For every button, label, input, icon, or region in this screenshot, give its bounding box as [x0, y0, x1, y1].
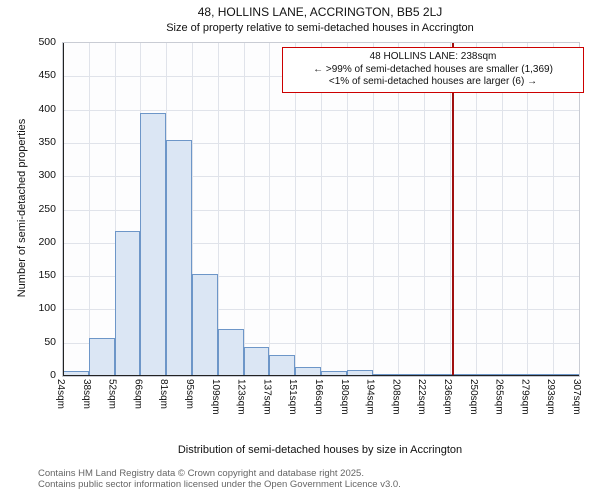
- annotation-line-2: ← >99% of semi-detached houses are small…: [313, 63, 553, 75]
- x-tick-label: 265sqm: [493, 379, 505, 415]
- x-tick-label: 250sqm: [467, 379, 479, 415]
- x-tick-label: 137sqm: [261, 379, 273, 415]
- x-gridline: [295, 43, 297, 376]
- x-tick-label: 166sqm: [313, 379, 324, 415]
- y-axis-line: [63, 43, 64, 376]
- y-tick-label: 300: [38, 169, 56, 182]
- histogram-bar: [243, 347, 270, 376]
- x-gridline: [88, 43, 90, 376]
- annotation-box: 48 HOLLINS LANE: 238sqm ← >99% of semi-d…: [282, 47, 584, 93]
- y-tick-label: 400: [38, 102, 56, 115]
- y-tick-label: 450: [38, 69, 56, 82]
- x-tick-label: 81sqm: [158, 379, 170, 410]
- x-gridline: [475, 43, 477, 376]
- x-tick-label: 38sqm: [80, 379, 92, 410]
- x-gridline: [372, 43, 374, 376]
- x-tick-label: 279sqm: [519, 379, 531, 415]
- chart-subtitle: Size of property relative to semi-detach…: [166, 22, 474, 34]
- footer-attribution-line-2: Contains public sector information licen…: [38, 479, 401, 490]
- histogram-bar: [88, 338, 115, 376]
- x-tick-label: 222sqm: [416, 379, 428, 415]
- x-tick-label: 293sqm: [545, 379, 557, 415]
- y-tick-label: 0: [50, 369, 56, 381]
- x-gridline: [346, 43, 348, 376]
- x-tick-label: 151sqm: [287, 379, 299, 415]
- x-tick-label: 194sqm: [364, 379, 376, 415]
- annotation-line-3: <1% of semi-detached houses are larger (…: [328, 76, 538, 87]
- x-gridline: [192, 43, 193, 376]
- plot-area: 48 HOLLINS LANE: 238sqm ← >99% of semi-d…: [62, 42, 584, 377]
- chart-title: 48, HOLLINS LANE, ACCRINGTON, BB5 2LJ: [197, 5, 443, 19]
- x-gridline: [501, 43, 503, 376]
- x-gridline: [527, 43, 529, 376]
- x-tick-label: 123sqm: [235, 379, 247, 415]
- y-tick-label: 350: [38, 135, 56, 148]
- y-tick-label: 150: [38, 269, 56, 282]
- x-tick-label: 109sqm: [209, 379, 221, 415]
- x-gridline: [243, 43, 245, 376]
- x-gridline: [424, 43, 426, 376]
- y-tick-label: 200: [38, 235, 56, 248]
- x-gridline: [217, 43, 219, 376]
- x-gridline: [321, 43, 322, 376]
- x-tick-label: 66sqm: [132, 379, 144, 410]
- x-tick-label: 236sqm: [442, 379, 453, 415]
- y-tick-label: 500: [38, 36, 56, 48]
- x-tick-label: 52sqm: [106, 379, 118, 410]
- y-tick-label: 100: [38, 302, 56, 315]
- histogram-bar: [140, 112, 167, 376]
- x-gridline: [553, 43, 555, 376]
- histogram-bar: [269, 354, 296, 376]
- x-gridline: [398, 43, 400, 376]
- histogram-bar: [192, 274, 218, 376]
- y-tick-label: 250: [38, 202, 56, 215]
- annotation-line-1: 48 HOLLINS LANE: 238sqm: [369, 51, 497, 62]
- y-tick-label: 50: [44, 335, 56, 348]
- x-tick-label: 208sqm: [390, 379, 402, 415]
- property-marker-line: [452, 43, 455, 376]
- x-tick-label: 95sqm: [184, 379, 195, 410]
- x-gridline: [450, 43, 451, 376]
- x-axis-label: Distribution of semi-detached houses by …: [177, 444, 463, 456]
- x-tick-label: 180sqm: [338, 379, 350, 415]
- x-gridline: [114, 43, 116, 376]
- footer-attribution-line-1: Contains HM Land Registry data © Crown c…: [38, 468, 364, 479]
- x-gridline: [269, 43, 271, 376]
- x-axis-line: [63, 375, 579, 376]
- x-tick-label: 24sqm: [55, 379, 66, 410]
- histogram-bar: [114, 230, 141, 376]
- x-tick-label: 307sqm: [571, 379, 582, 415]
- histogram-bar: [166, 139, 192, 376]
- histogram-bar: [217, 329, 244, 376]
